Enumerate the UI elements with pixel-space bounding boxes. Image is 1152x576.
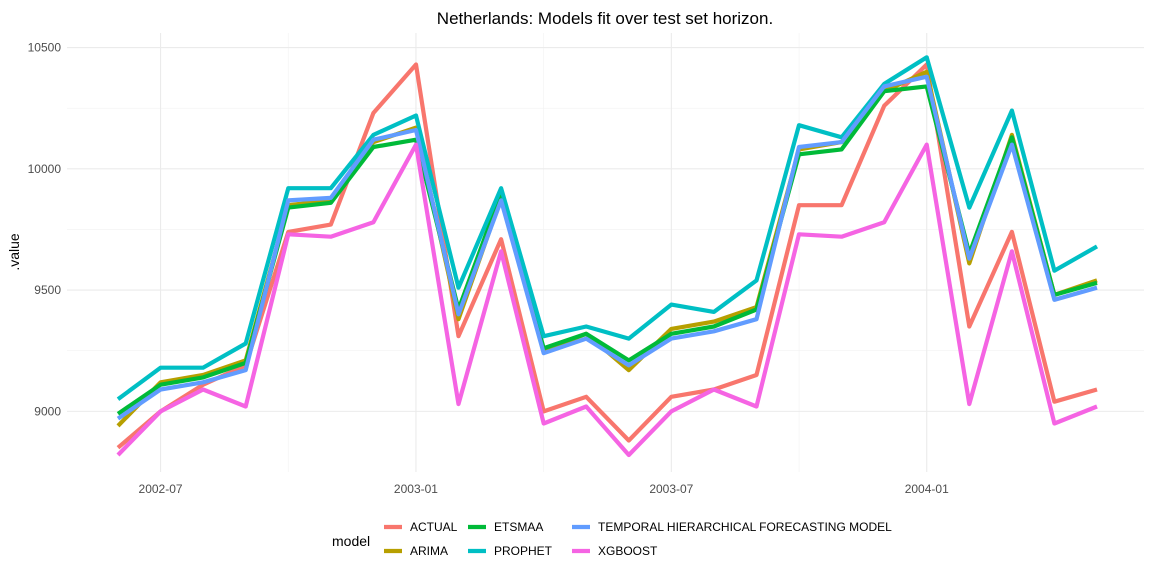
legend-label: PROPHET (494, 544, 553, 558)
grid (67, 33, 1144, 472)
legend-item: XGBOOST (572, 544, 658, 558)
y-tick-label: 9000 (34, 404, 61, 418)
legend-item: TEMPORAL HIERARCHICAL FORECASTING MODEL (572, 520, 892, 534)
x-tick-label: 2003-07 (649, 482, 693, 496)
series-line-prophet (116, 55, 1099, 401)
x-tick-label: 2002-07 (139, 482, 183, 496)
legend-label: TEMPORAL HIERARCHICAL FORECASTING MODEL (598, 520, 892, 534)
y-tick-label: 10000 (28, 162, 62, 176)
y-axis-ticks: 9000 9500 10000 10500 (28, 41, 62, 419)
x-axis-ticks: 2002-07 2003-01 2003-07 2004-01 (139, 482, 950, 496)
legend-item: ACTUAL (384, 520, 458, 534)
x-tick-label: 2004-01 (905, 482, 949, 496)
chart-title: Netherlands: Models fit over test set ho… (437, 9, 773, 28)
series-line-temporal-hierarchical-forecasting-model (116, 74, 1098, 421)
x-tick-label: 2003-01 (394, 482, 438, 496)
legend-label: XGBOOST (598, 544, 658, 558)
legend-item: ETSMAA (468, 520, 543, 534)
series-line-arima (116, 69, 1098, 428)
y-tick-label: 9500 (34, 283, 61, 297)
legend-item: ARIMA (384, 544, 448, 558)
legend-label: ACTUAL (410, 520, 458, 534)
legend-title: model (332, 533, 370, 549)
series-line-xgboost (116, 142, 1098, 458)
legend-label: ETSMAA (494, 520, 543, 534)
series-lines (116, 55, 1099, 458)
legend-label: ARIMA (410, 544, 448, 558)
y-axis-title: .value (6, 233, 22, 271)
legend-item: PROPHET (468, 544, 553, 558)
y-tick-label: 10500 (28, 41, 62, 55)
series-line-actual (116, 62, 1098, 450)
legend: model ACTUAL ARIMA ETSMAA PROPHET TEMPORAL H… (332, 520, 892, 558)
